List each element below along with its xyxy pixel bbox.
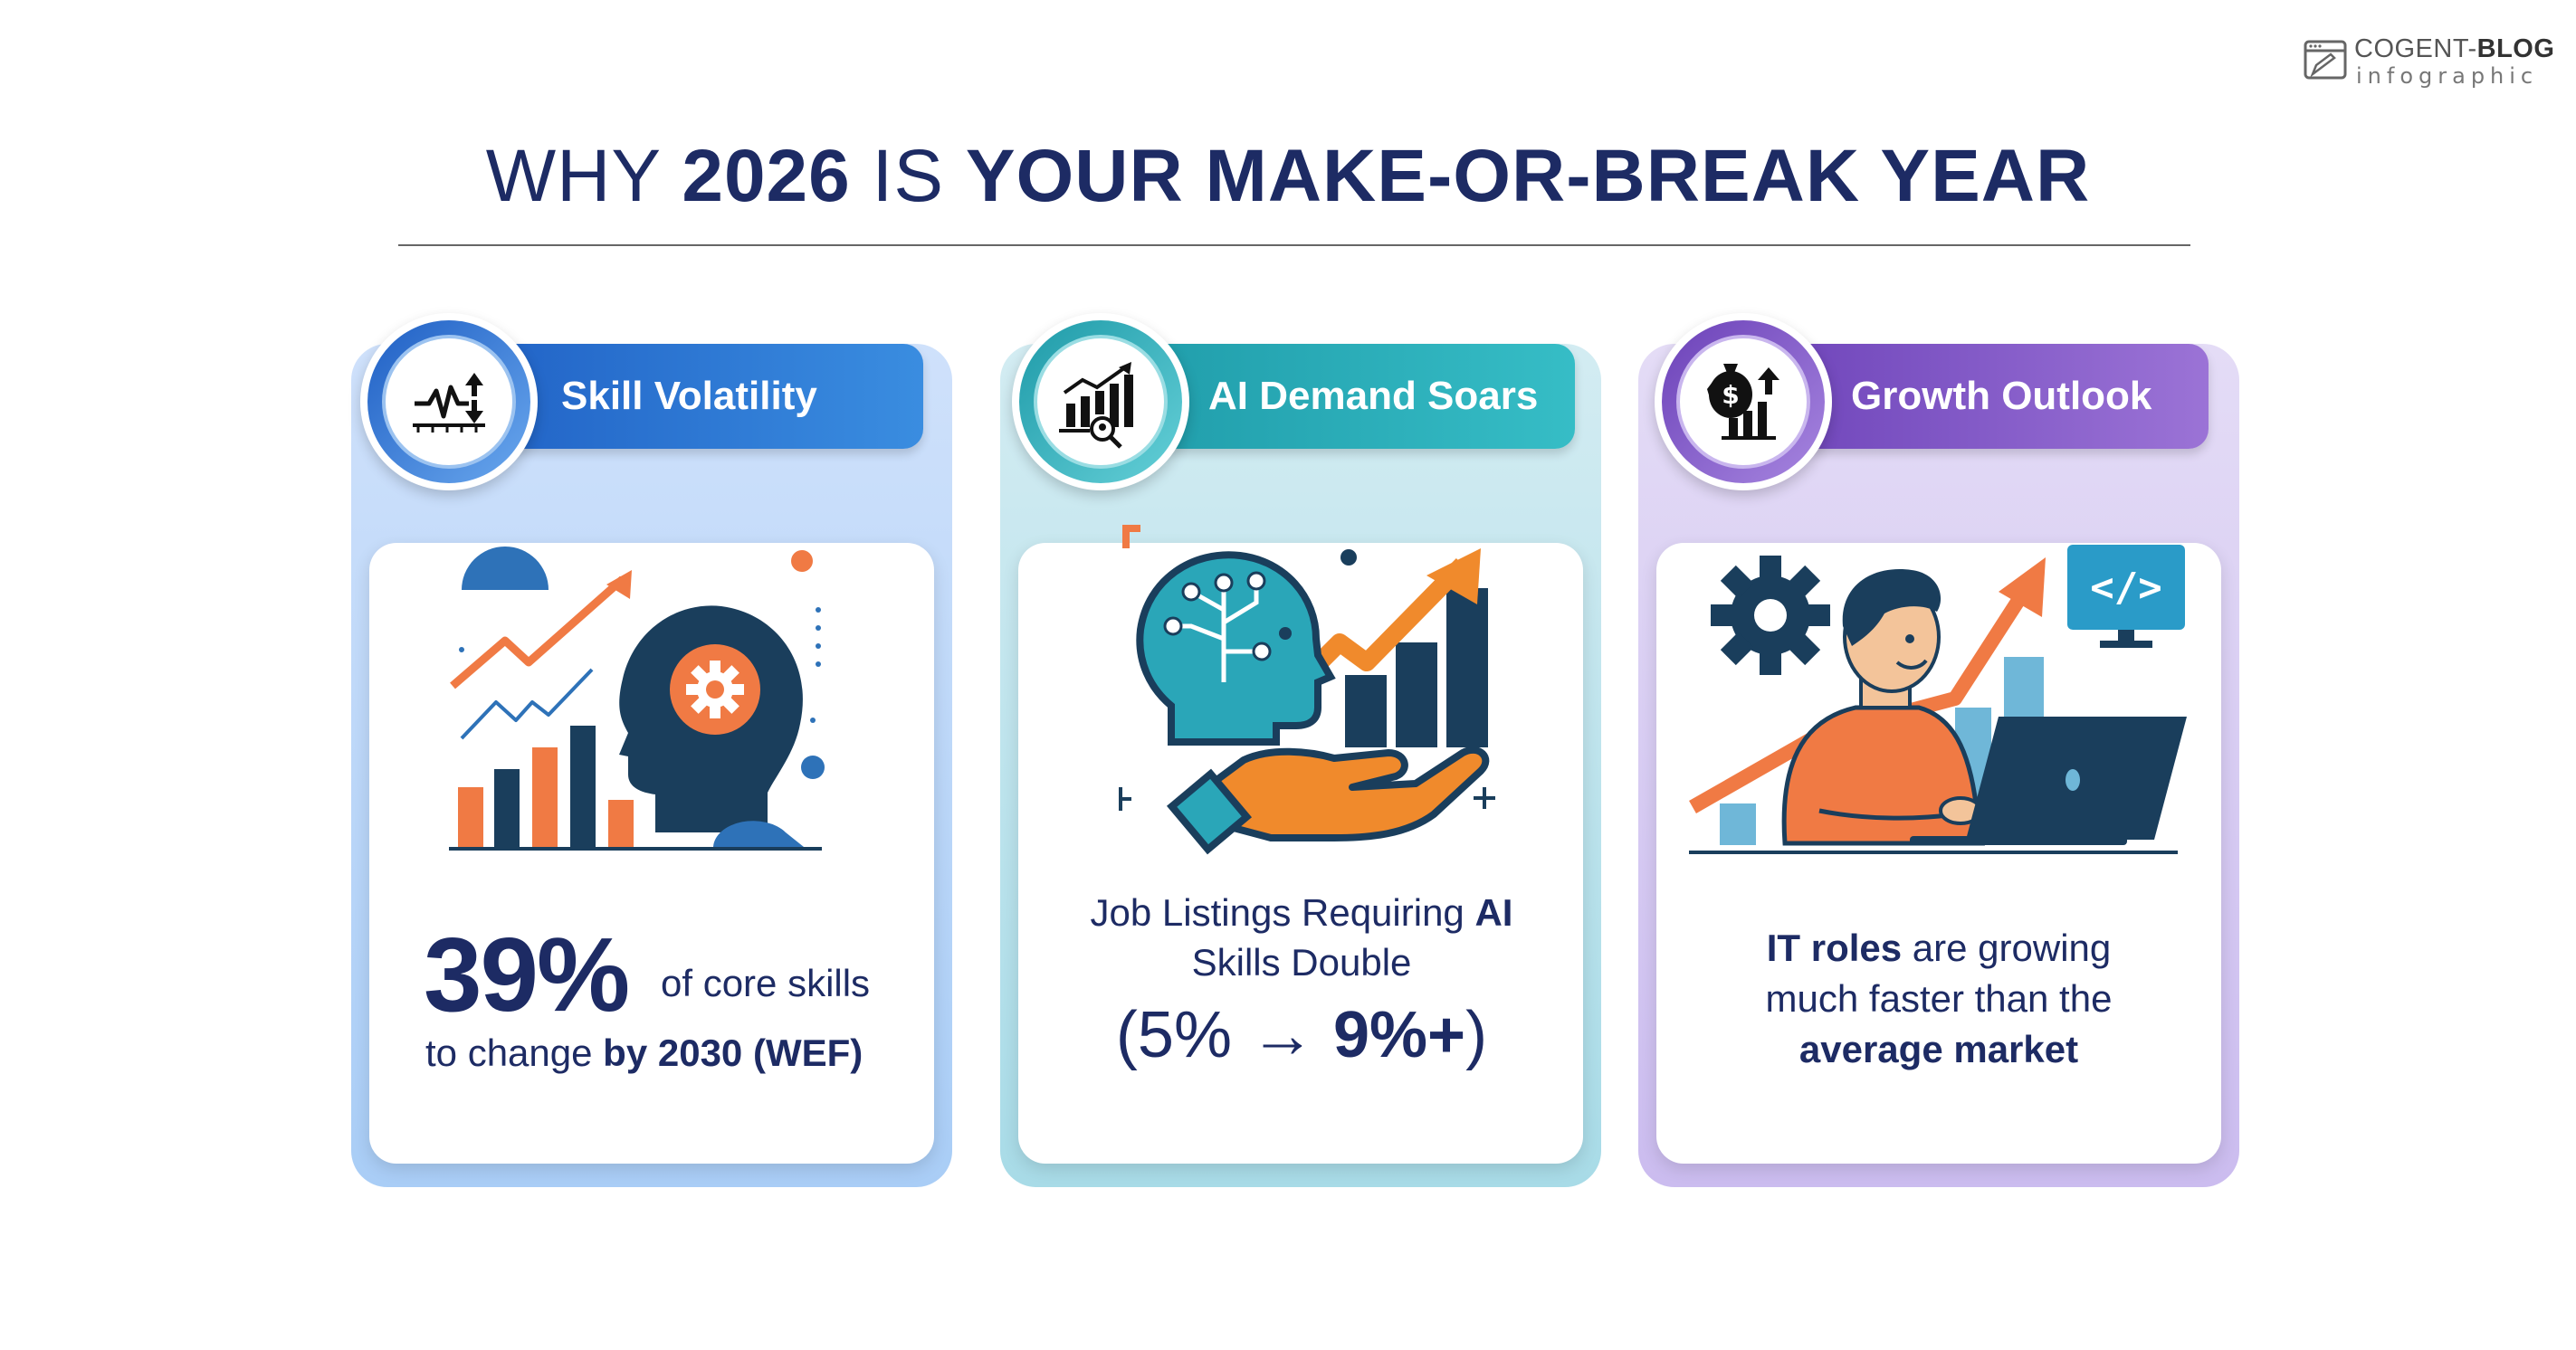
browser-pencil-icon xyxy=(2304,40,2347,80)
badge: $ xyxy=(1655,313,1832,490)
bar-chart-search-icon xyxy=(1059,362,1133,449)
svg-text:$: $ xyxy=(1722,380,1739,410)
badge xyxy=(360,313,538,490)
stat-caption: of core skills xyxy=(661,962,871,1004)
logo-tagline: infographic xyxy=(2356,63,2539,89)
title-divider xyxy=(398,244,2190,246)
stat-caption-line2: to change by 2030 (WEF) xyxy=(425,1032,863,1074)
stat-value: 39% xyxy=(424,916,630,1033)
ai-head-hand-illustration xyxy=(1119,525,1495,855)
badge xyxy=(1012,313,1189,490)
svg-text:</>: </> xyxy=(2090,565,2161,611)
card-text-line3: average market xyxy=(1798,1028,2079,1070)
money-bag-growth-icon: $ xyxy=(1707,364,1779,440)
card-text-line1: IT roles are growing xyxy=(1766,927,2112,969)
card-stat-range: (5% → 9%+) xyxy=(1115,999,1488,1071)
card-text-line2: Skills Double xyxy=(1191,941,1412,984)
page-title: WHY 2026 IS YOUR MAKE-OR-BREAK YEAR xyxy=(485,135,2091,217)
head-gear-growth-illustration xyxy=(449,547,825,851)
volatility-chart-icon xyxy=(413,373,485,433)
logo-name: COGENT-BLOG xyxy=(2354,34,2555,63)
card-text-line1: Job Listings Requiring AI xyxy=(1090,891,1513,934)
card-text-line2: much faster than the xyxy=(1765,977,2113,1020)
brand-logo: COGENT-BLOG infographic xyxy=(2304,34,2554,92)
developer-laptop-illustration: </> xyxy=(1689,545,2187,854)
